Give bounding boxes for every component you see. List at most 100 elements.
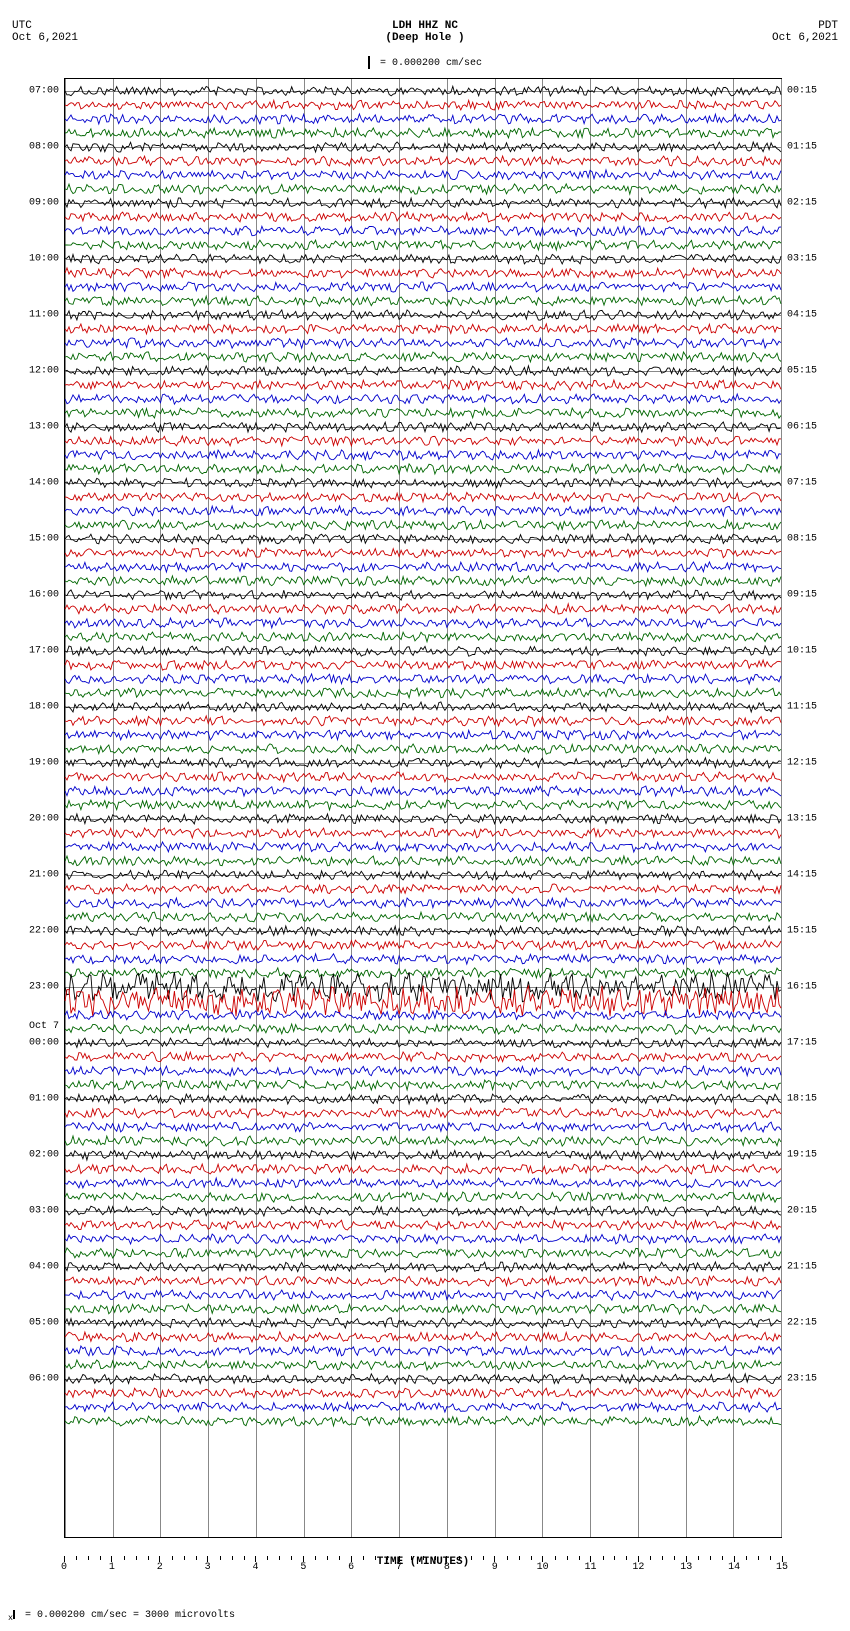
seismic-trace bbox=[65, 266, 781, 280]
utc-time-label: 15:00 bbox=[29, 534, 59, 545]
seismic-trace bbox=[65, 1344, 781, 1358]
seismic-trace bbox=[65, 364, 781, 378]
seismic-trace bbox=[65, 1064, 781, 1078]
utc-time-label: 16:00 bbox=[29, 590, 59, 601]
pdt-time-label: 18:15 bbox=[787, 1094, 817, 1105]
seismic-trace bbox=[65, 84, 781, 98]
seismic-trace bbox=[65, 1148, 781, 1162]
seismic-trace bbox=[65, 392, 781, 406]
seismic-trace bbox=[65, 602, 781, 616]
utc-time-label: 07:00 bbox=[29, 86, 59, 97]
seismic-trace bbox=[65, 770, 781, 784]
x-tick: 4 bbox=[252, 1556, 258, 1573]
seismic-trace bbox=[65, 840, 781, 854]
seismic-trace bbox=[65, 168, 781, 182]
seismic-trace bbox=[65, 1316, 781, 1330]
pdt-time-label: 05:15 bbox=[787, 366, 817, 377]
seismic-trace bbox=[65, 406, 781, 420]
pdt-time-label: 19:15 bbox=[787, 1150, 817, 1161]
date-right: Oct 6,2021 bbox=[772, 32, 838, 44]
utc-time-label: 05:00 bbox=[29, 1318, 59, 1329]
pdt-time-label: 10:15 bbox=[787, 646, 817, 657]
seismic-trace bbox=[65, 924, 781, 938]
utc-time-label: 02:00 bbox=[29, 1150, 59, 1161]
seismic-trace bbox=[65, 476, 781, 490]
utc-time-label: 06:00 bbox=[29, 1374, 59, 1385]
seismic-trace bbox=[65, 378, 781, 392]
x-tick: 7 bbox=[396, 1556, 402, 1573]
seismic-trace bbox=[65, 504, 781, 518]
seismic-trace bbox=[65, 616, 781, 630]
seismic-trace bbox=[65, 322, 781, 336]
utc-time-label: 10:00 bbox=[29, 254, 59, 265]
seismic-trace bbox=[65, 938, 781, 952]
seismic-trace bbox=[65, 154, 781, 168]
seismic-trace bbox=[65, 1078, 781, 1092]
pdt-time-label: 17:15 bbox=[787, 1038, 817, 1049]
seismic-trace bbox=[65, 98, 781, 112]
utc-time-label: 19:00 bbox=[29, 758, 59, 769]
seismic-trace bbox=[65, 140, 781, 154]
seismic-trace bbox=[65, 1274, 781, 1288]
seismic-trace bbox=[65, 882, 781, 896]
seismic-trace bbox=[65, 588, 781, 602]
seismic-trace bbox=[65, 1106, 781, 1120]
x-tick: 15 bbox=[776, 1556, 788, 1573]
seismic-trace bbox=[65, 952, 781, 966]
x-tick: 1 bbox=[109, 1556, 115, 1573]
seismic-trace bbox=[65, 1372, 781, 1386]
seismic-trace bbox=[65, 210, 781, 224]
pdt-time-label: 23:15 bbox=[787, 1374, 817, 1385]
utc-time-label: 00:00 bbox=[29, 1038, 59, 1049]
seismic-trace bbox=[65, 742, 781, 756]
utc-time-label: 03:00 bbox=[29, 1206, 59, 1217]
seismic-trace bbox=[65, 1386, 781, 1400]
seismic-trace bbox=[65, 784, 781, 798]
seismic-trace bbox=[65, 420, 781, 434]
seismic-trace bbox=[65, 994, 781, 1008]
station-code: LDH HHZ NC bbox=[8, 20, 842, 32]
seismic-trace bbox=[65, 1358, 781, 1372]
seismic-trace bbox=[65, 812, 781, 826]
seismic-trace bbox=[65, 1302, 781, 1316]
seismic-trace bbox=[65, 1176, 781, 1190]
seismic-trace bbox=[65, 1246, 781, 1260]
seismic-trace bbox=[65, 1190, 781, 1204]
pdt-time-label: 08:15 bbox=[787, 534, 817, 545]
seismic-trace bbox=[65, 1330, 781, 1344]
x-tick: 14 bbox=[728, 1556, 740, 1573]
seismogram-plot: 07:0000:1508:0001:1509:0002:1510:0003:15… bbox=[64, 78, 782, 1538]
pdt-time-label: 06:15 bbox=[787, 422, 817, 433]
seismic-trace bbox=[65, 224, 781, 238]
seismic-trace bbox=[65, 1288, 781, 1302]
pdt-time-label: 21:15 bbox=[787, 1262, 817, 1273]
seismic-trace bbox=[65, 182, 781, 196]
seismic-trace bbox=[65, 1092, 781, 1106]
seismic-trace bbox=[65, 1400, 781, 1414]
pdt-time-label: 16:15 bbox=[787, 982, 817, 993]
seismic-trace bbox=[65, 434, 781, 448]
pdt-time-label: 15:15 bbox=[787, 926, 817, 937]
seismic-trace bbox=[65, 1022, 781, 1036]
pdt-time-label: 07:15 bbox=[787, 478, 817, 489]
seismic-trace bbox=[65, 798, 781, 812]
station-location: (Deep Hole ) bbox=[8, 32, 842, 44]
seismic-trace bbox=[65, 1204, 781, 1218]
scale-text: = 0.000200 cm/sec bbox=[374, 58, 482, 69]
seismic-trace bbox=[65, 1260, 781, 1274]
pdt-time-label: 02:15 bbox=[787, 198, 817, 209]
seismic-trace bbox=[65, 1414, 781, 1428]
seismic-trace bbox=[65, 126, 781, 140]
seismic-trace bbox=[65, 518, 781, 532]
seismic-trace bbox=[65, 910, 781, 924]
seismic-trace bbox=[65, 1162, 781, 1176]
seismic-trace bbox=[65, 462, 781, 476]
pdt-time-label: 09:15 bbox=[787, 590, 817, 601]
seismic-trace bbox=[65, 546, 781, 560]
seismic-trace bbox=[65, 238, 781, 252]
x-tick: 3 bbox=[205, 1556, 211, 1573]
seismic-trace bbox=[65, 560, 781, 574]
footer-scale: x = 0.000200 cm/sec = 3000 microvolts bbox=[8, 1610, 842, 1623]
utc-time-label: 20:00 bbox=[29, 814, 59, 825]
seismic-trace bbox=[65, 308, 781, 322]
